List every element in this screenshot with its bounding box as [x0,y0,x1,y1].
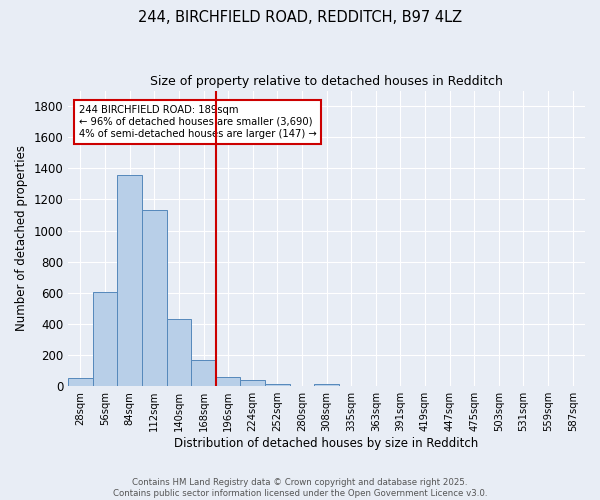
Bar [142,210,167,386]
Bar [167,320,191,386]
Bar [241,380,265,386]
Y-axis label: Number of detached properties: Number of detached properties [15,146,28,332]
Bar [68,378,93,386]
Title: Size of property relative to detached houses in Redditch: Size of property relative to detached ho… [150,75,503,88]
Bar [93,292,118,386]
Bar [314,384,339,386]
Text: Contains HM Land Registry data © Crown copyright and database right 2025.
Contai: Contains HM Land Registry data © Crown c… [113,478,487,498]
Text: 244 BIRCHFIELD ROAD: 189sqm
← 96% of detached houses are smaller (3,690)
4% of s: 244 BIRCHFIELD ROAD: 189sqm ← 96% of det… [79,106,316,138]
Bar [191,360,216,386]
Bar [216,377,241,386]
Bar [118,174,142,386]
Bar [265,384,290,386]
Text: 244, BIRCHFIELD ROAD, REDDITCH, B97 4LZ: 244, BIRCHFIELD ROAD, REDDITCH, B97 4LZ [138,10,462,25]
X-axis label: Distribution of detached houses by size in Redditch: Distribution of detached houses by size … [175,437,479,450]
